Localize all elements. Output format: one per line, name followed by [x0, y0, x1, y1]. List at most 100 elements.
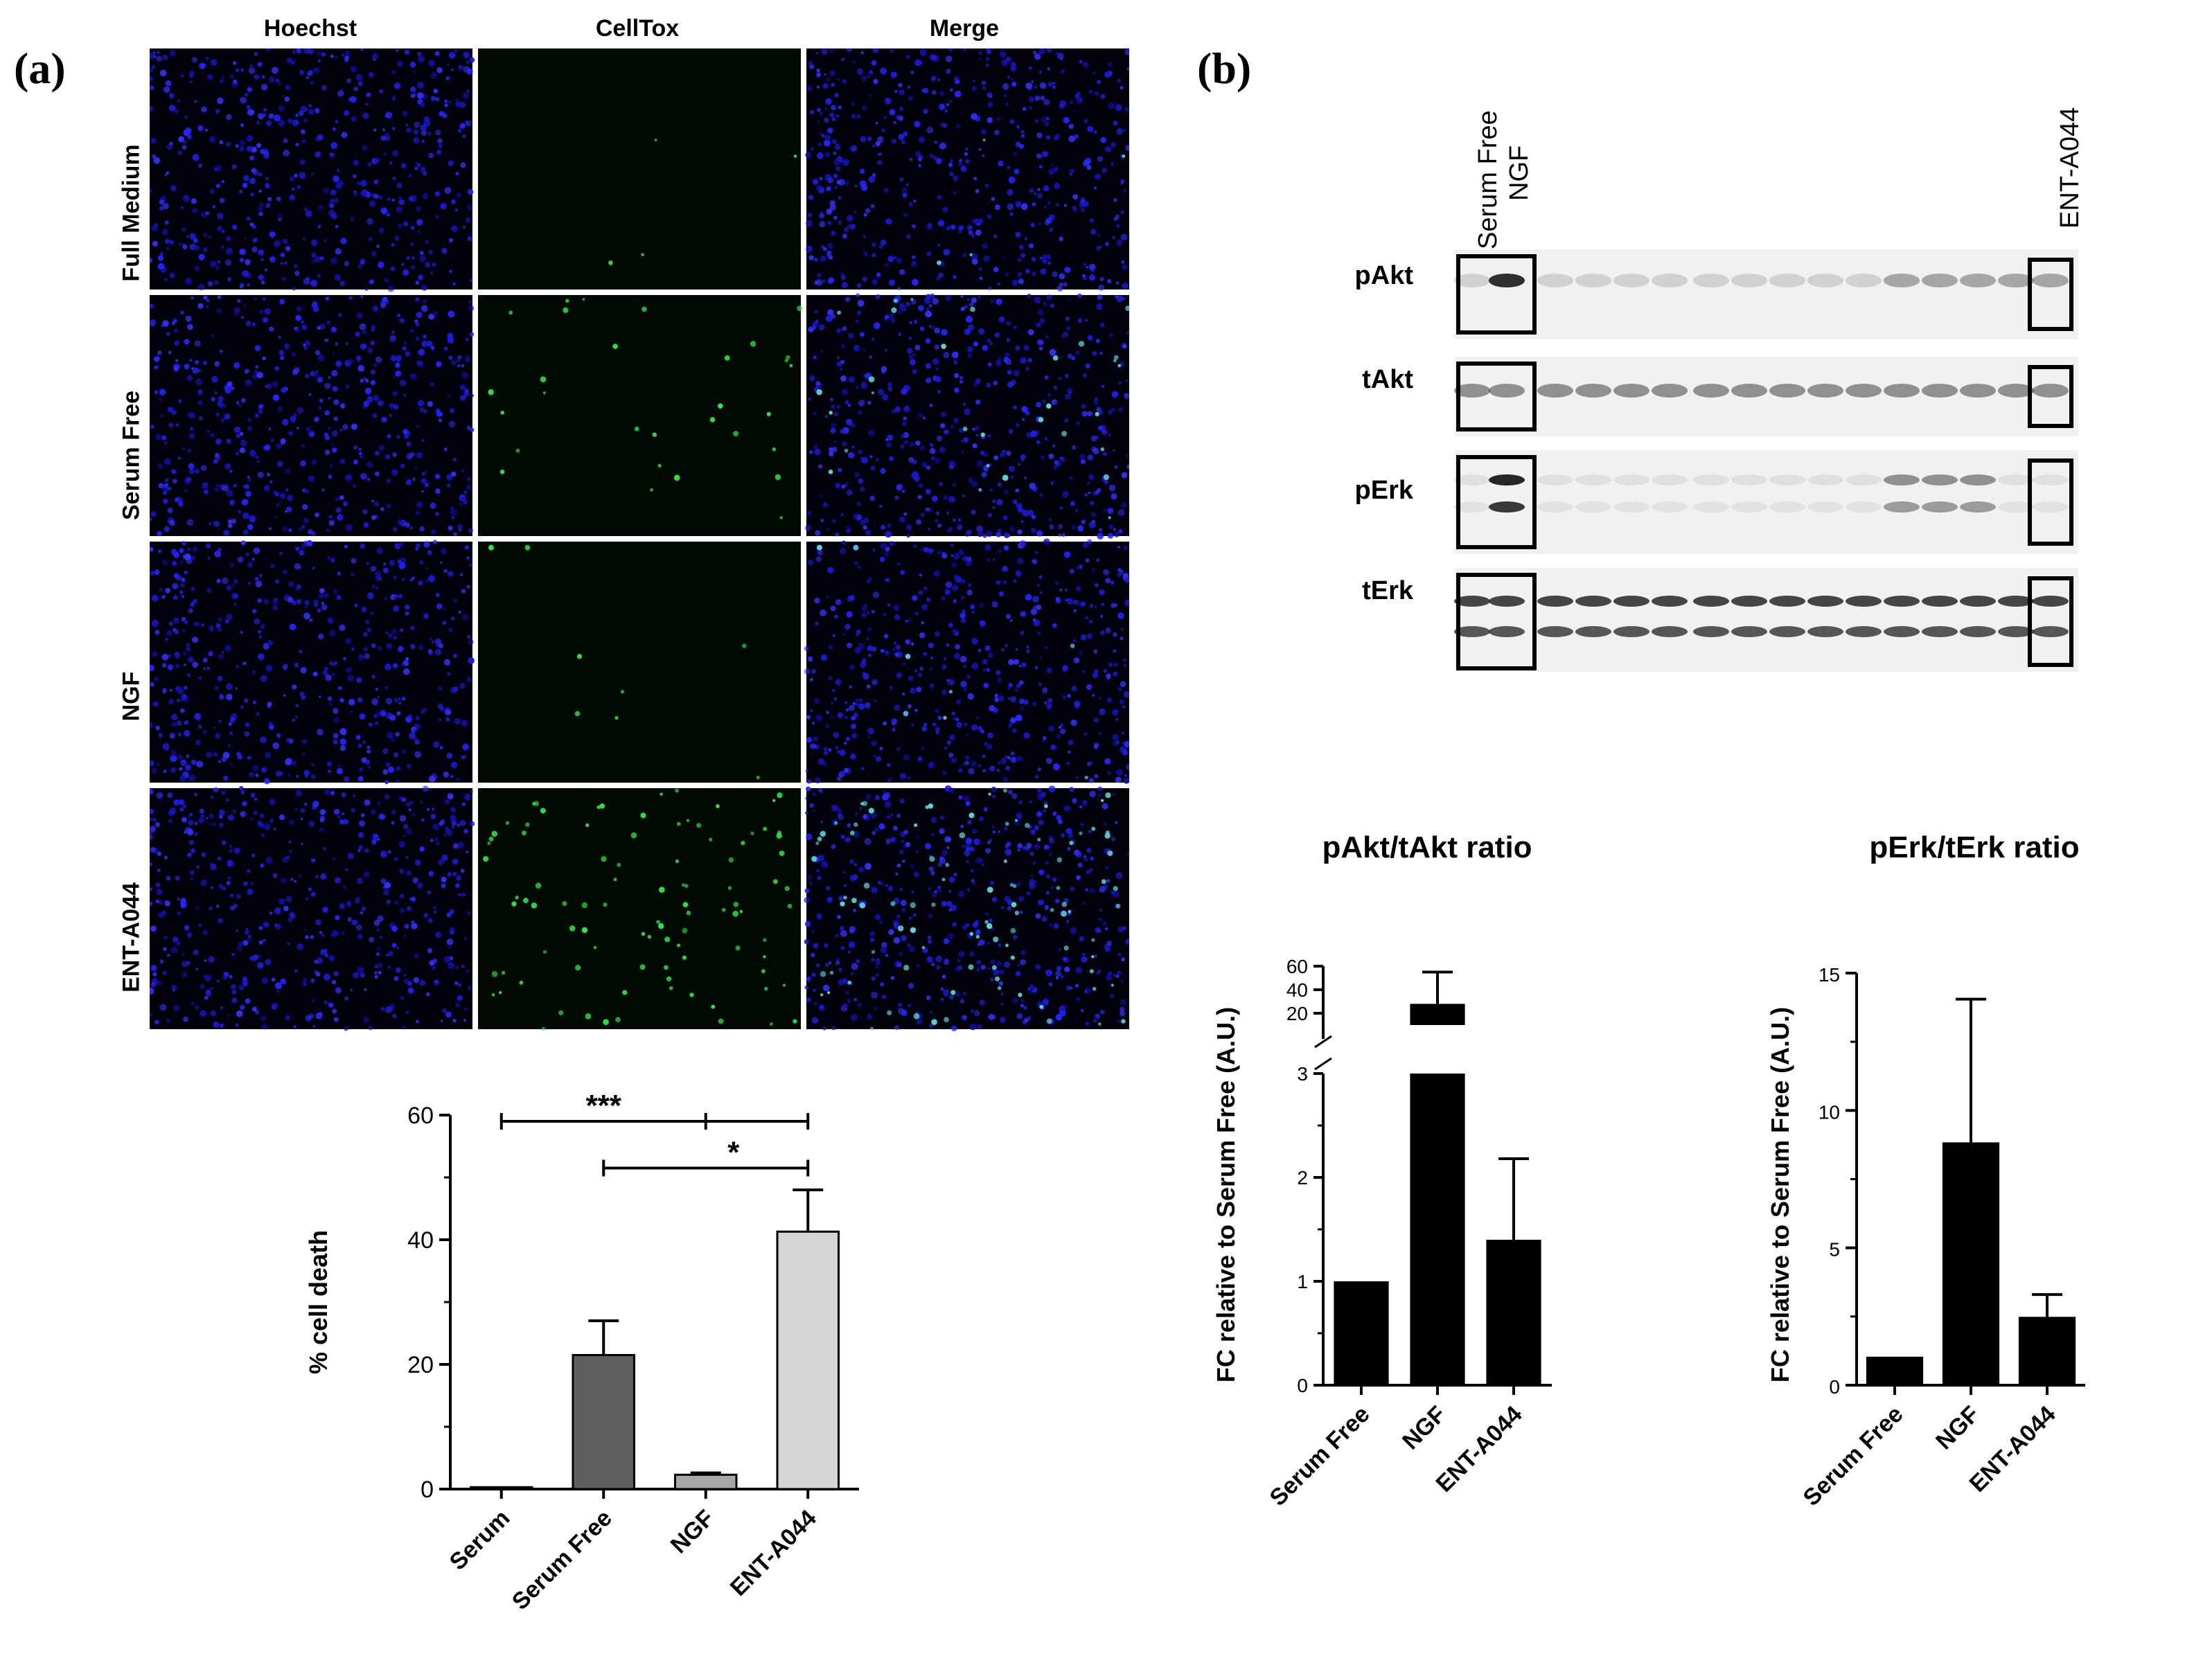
nucleus-dot: [948, 752, 954, 758]
nucleus-dot: [454, 49, 457, 53]
nucleus-dot: [373, 715, 377, 718]
nucleus-dot: [896, 483, 903, 491]
nucleus-dot: [370, 612, 374, 615]
nucleus-dot: [428, 60, 435, 66]
nucleus-dot: [165, 80, 172, 87]
nucleus-dot: [824, 723, 830, 729]
dead-cell-dot: [585, 823, 590, 827]
nucleus-dot: [964, 408, 971, 416]
nucleus-dot: [421, 284, 427, 291]
nucleus-dot: [917, 305, 924, 312]
blot-band: [1998, 596, 2034, 607]
nucleus-dot: [247, 426, 253, 431]
blot-band: [1489, 474, 1525, 486]
nucleus-dot: [417, 400, 425, 407]
nucleus-dot: [456, 875, 462, 881]
blot-band: [1922, 501, 1958, 513]
nucleus-dot: [170, 946, 178, 954]
nucleus-dot: [150, 682, 154, 687]
nucleus-dot: [256, 143, 261, 148]
nucleus-dot: [962, 844, 965, 848]
nucleus-dot: [192, 636, 198, 643]
nucleus-dot: [194, 832, 198, 836]
nucleus-dot: [1116, 970, 1122, 976]
nucleus-dot: [1010, 751, 1015, 756]
nucleus-dot: [415, 297, 420, 302]
dead-cell-dot: [488, 837, 494, 842]
nucleus-dot: [1039, 657, 1043, 660]
nucleus-dot: [960, 681, 967, 688]
nucleus-dot: [1097, 786, 1102, 792]
nucleus-dot: [905, 842, 911, 847]
nucleus-dot: [214, 486, 220, 492]
nucleus-dot: [242, 977, 248, 982]
dead-cell-dot: [870, 1026, 874, 1031]
nucleus-dot: [1088, 474, 1095, 480]
blot-band: [1693, 384, 1729, 398]
nucleus-dot: [853, 344, 860, 352]
nucleus-dot: [808, 195, 814, 200]
nucleus-dot: [1036, 339, 1043, 346]
y-tick-label: 3: [1297, 1063, 1308, 1085]
nucleus-dot: [819, 213, 824, 219]
dead-cell-dot: [763, 986, 768, 991]
nucleus-dot: [285, 488, 289, 492]
nucleus-dot: [254, 798, 258, 801]
nucleus-dot: [986, 92, 993, 98]
nucleus-dot: [1074, 700, 1081, 708]
dead-cell-dot: [891, 307, 897, 313]
nucleus-dot: [868, 176, 876, 183]
nucleus-dot: [396, 355, 402, 362]
nucleus-dot: [895, 872, 899, 876]
nucleus-dot: [446, 938, 454, 945]
nucleus-dot: [1041, 116, 1047, 123]
nucleus-dot: [894, 406, 901, 413]
nucleus-dot: [321, 52, 326, 57]
nucleus-dot: [447, 332, 454, 339]
nucleus-dot: [312, 371, 319, 378]
nucleus-dot: [887, 386, 893, 391]
nucleus-dot: [409, 801, 414, 805]
dead-cell-dot: [975, 934, 980, 939]
nucleus-dot: [836, 114, 840, 118]
nucleus-dot: [468, 300, 472, 304]
nucleus-dot: [1068, 135, 1076, 143]
nucleus-dot: [264, 751, 271, 758]
significance-label: ***: [586, 1089, 622, 1123]
nucleus-dot: [308, 109, 315, 115]
blot-band: [1613, 384, 1649, 398]
nucleus-dot: [837, 356, 840, 359]
nucleus-dot: [940, 997, 944, 1001]
dead-cell-dot: [593, 945, 597, 950]
nucleus-dot: [837, 776, 842, 781]
nucleus-dot: [1107, 771, 1111, 775]
nucleus-dot: [280, 438, 286, 444]
dead-cell-dot: [689, 992, 694, 997]
nucleus-dot: [966, 860, 969, 864]
nucleus-dot: [415, 547, 418, 551]
nucleus-dot: [859, 180, 867, 188]
nucleus-dot: [369, 1026, 373, 1030]
nucleus-dot: [465, 358, 469, 362]
dead-cell-dot: [531, 902, 538, 909]
nucleus-dot: [275, 923, 281, 929]
nucleus-dot: [405, 123, 409, 127]
nucleus-dot: [1029, 851, 1034, 857]
nucleus-dot: [313, 66, 320, 73]
nucleus-dot: [916, 519, 922, 525]
nucleus-dot: [213, 822, 216, 826]
nucleus-dot: [1101, 168, 1107, 173]
nucleus-dot: [360, 972, 365, 978]
nucleus-dot: [308, 431, 315, 437]
nucleus-dot: [229, 562, 235, 568]
nucleus-dot: [364, 759, 370, 765]
nucleus-dot: [856, 68, 864, 75]
nucleus-dot: [267, 640, 273, 646]
blot-band: [1846, 384, 1882, 398]
nucleus-dot: [353, 159, 359, 166]
nucleus-dot: [217, 400, 224, 408]
nucleus-dot: [1088, 778, 1095, 783]
nucleus-dot: [150, 1013, 152, 1017]
nucleus-dot: [461, 468, 465, 473]
nucleus-dot: [209, 907, 213, 911]
